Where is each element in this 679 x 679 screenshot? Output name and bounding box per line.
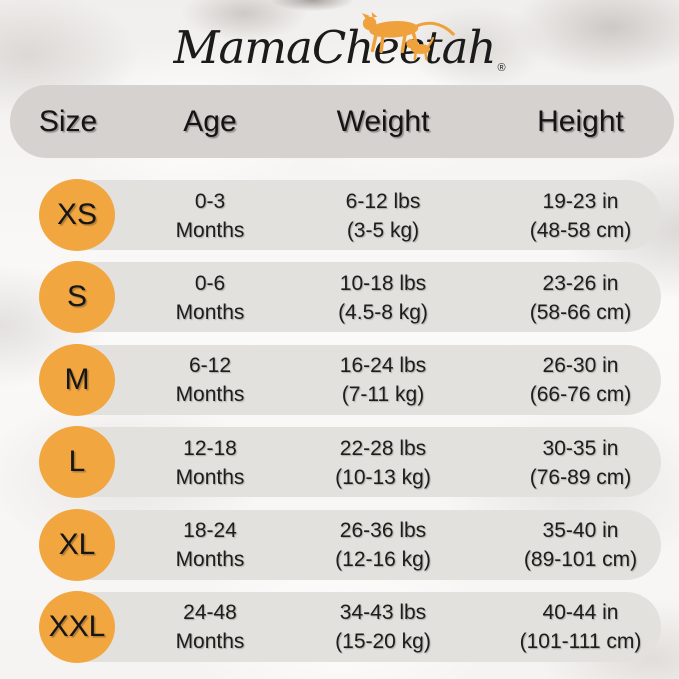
row-pill <box>58 180 661 250</box>
row-pill <box>58 262 661 333</box>
row-pill <box>58 427 661 498</box>
age-cell: 0-3 Months <box>175 189 245 242</box>
size-badge: XXL <box>39 590 115 663</box>
weight-cell: 34-43 lbs (15-20 kg) <box>335 601 431 654</box>
table-row-l: L 12-18 Months 22-28 lbs (10-13 kg) 30-35 … <box>0 426 679 499</box>
weight-cell: 26-36 lbs (12-16 kg) <box>335 519 431 572</box>
size-label: M <box>64 362 90 396</box>
size-badge: XS <box>39 179 115 251</box>
height-cell: 26-30 in (66-76 cm) <box>529 354 632 407</box>
size-label: XS <box>56 198 98 231</box>
height-cell: 35-40 in (89-101 cm) <box>523 519 638 572</box>
brand-name: MamaCheetah <box>173 21 496 74</box>
table-header-row: Size Age Weight Height <box>0 85 679 158</box>
weight-cell: 16-24 lbs (7-11 kg) <box>339 354 427 407</box>
row-pill <box>58 509 661 580</box>
weight-cell: 10-18 lbs (4.5-8 kg) <box>338 271 428 324</box>
cheetah-logo-icon <box>361 12 455 61</box>
size-badge: S <box>39 261 115 334</box>
size-badge: L <box>39 426 115 499</box>
size-table-rows: XS 0-3 Months 6-12 lbs (3-5 kg) 19-23 in (4… <box>0 179 679 663</box>
size-label: L <box>68 445 86 479</box>
age-cell: 0-6 Months <box>175 271 245 324</box>
age-cell: 6-12 Months <box>175 354 245 407</box>
column-header-size: Size <box>38 104 98 138</box>
height-cell: 19-23 in (48-58 cm) <box>529 189 632 242</box>
table-row-xl: XL 18-24 Months 26-36 lbs (12-16 kg) 35-40… <box>0 508 679 581</box>
age-cell: 18-24 Months <box>175 519 245 572</box>
height-cell: 40-44 in (101-111 cm) <box>519 601 642 654</box>
column-header-height: Height <box>537 104 624 138</box>
size-label: XL <box>58 527 96 561</box>
height-cell: 30-35 in (76-89 cm) <box>529 436 632 489</box>
size-badge: XL <box>39 508 115 581</box>
header-pill <box>10 85 674 158</box>
column-header-age: Age <box>183 104 237 138</box>
height-cell: 23-26 in (58-66 cm) <box>529 271 632 324</box>
table-row-m: M 6-12 Months 16-24 lbs (7-11 kg) 26-30 in… <box>0 343 679 416</box>
weight-cell: 6-12 lbs (3-5 kg) <box>345 189 421 242</box>
row-pill <box>58 344 661 415</box>
registered-trademark: ® <box>497 62 506 74</box>
age-cell: 12-18 Months <box>175 436 245 489</box>
weight-cell: 22-28 lbs (10-13 kg) <box>335 436 431 489</box>
age-cell: 24-48 Months <box>175 601 245 654</box>
brand-logo: MamaCheetah ® <box>0 10 679 86</box>
table-row-xxl: XXL 24-48 Months 34-43 lbs (15-20 kg) 40-4… <box>0 590 679 663</box>
table-row-xs: XS 0-3 Months 6-12 lbs (3-5 kg) 19-23 in (4… <box>0 179 679 251</box>
size-label: S <box>66 280 87 314</box>
size-badge: M <box>39 343 115 416</box>
table-row-s: S 0-6 Months 10-18 lbs (4.5-8 kg) 23-26 in… <box>0 261 679 334</box>
size-label: XXL <box>48 609 106 643</box>
column-header-weight: Weight <box>336 104 430 138</box>
row-pill <box>58 591 661 662</box>
